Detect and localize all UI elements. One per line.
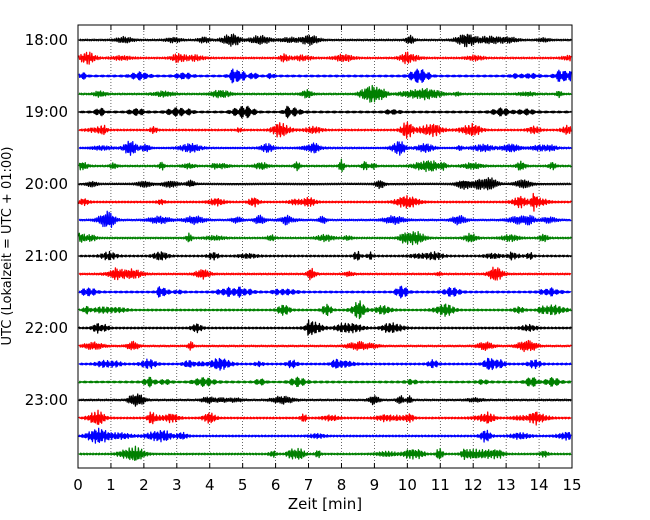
x-tick-label: 3 — [172, 476, 182, 494]
x-tick-label: 15 — [562, 476, 581, 494]
x-tick-label: 2 — [139, 476, 149, 494]
trace-line — [78, 427, 572, 444]
x-tick-label: 9 — [370, 476, 380, 494]
x-tick-label: 14 — [530, 476, 549, 494]
trace-line — [78, 339, 572, 353]
x-axis-ticks: 0 1 2 3 4 5 6 7 8 9 10 11 12 13 14 15 — [73, 25, 582, 494]
y-axis-label: UTC (Lokalzeit = UTC + 01:00) — [0, 147, 15, 346]
trace-line — [78, 376, 572, 388]
trace-line — [78, 140, 572, 156]
trace-line — [78, 357, 572, 371]
y-tick-label: 20:00 — [25, 175, 68, 193]
trace-line — [78, 33, 572, 48]
trace-line — [78, 393, 572, 407]
x-tick-label: 12 — [464, 476, 483, 494]
trace-line — [78, 250, 572, 261]
trace-line — [78, 300, 572, 320]
x-tick-label: 0 — [73, 476, 83, 494]
x-tick-label: 4 — [205, 476, 215, 494]
x-tick-label: 6 — [271, 476, 281, 494]
x-tick-label: 11 — [431, 476, 450, 494]
trace-line — [78, 266, 572, 281]
y-axis-ticks: 18:00 19:00 20:00 21:00 22:00 23:00 — [25, 31, 572, 409]
trace-line — [78, 210, 572, 228]
x-tick-label: 1 — [106, 476, 116, 494]
trace-line — [78, 409, 572, 426]
trace-line — [78, 177, 572, 191]
trace-line — [78, 51, 572, 65]
x-tick-label: 7 — [304, 476, 314, 494]
y-tick-label: 23:00 — [25, 391, 68, 409]
trace-line — [78, 192, 572, 212]
x-tick-label: 5 — [238, 476, 248, 494]
x-tick-label: 13 — [497, 476, 516, 494]
y-tick-label: 21:00 — [25, 247, 68, 265]
trace-line — [78, 68, 572, 84]
plot-frame — [77, 24, 573, 469]
y-tick-label: 19:00 — [25, 103, 68, 121]
y-tick-label: 18:00 — [25, 31, 68, 49]
trace-line — [78, 121, 572, 139]
seismic-traces — [78, 33, 572, 461]
x-tick-label: 10 — [398, 476, 417, 494]
trace-line — [78, 158, 572, 173]
trace-line — [78, 319, 572, 336]
y-tick-label: 22:00 — [25, 319, 68, 337]
trace-line — [78, 231, 572, 246]
x-axis-label: Zeit [min] — [288, 495, 362, 513]
trace-line — [78, 84, 572, 103]
trace-line — [78, 445, 572, 461]
grid — [110, 25, 540, 468]
trace-line — [78, 285, 572, 299]
trace-line — [78, 105, 572, 119]
x-tick-label: 8 — [337, 476, 347, 494]
